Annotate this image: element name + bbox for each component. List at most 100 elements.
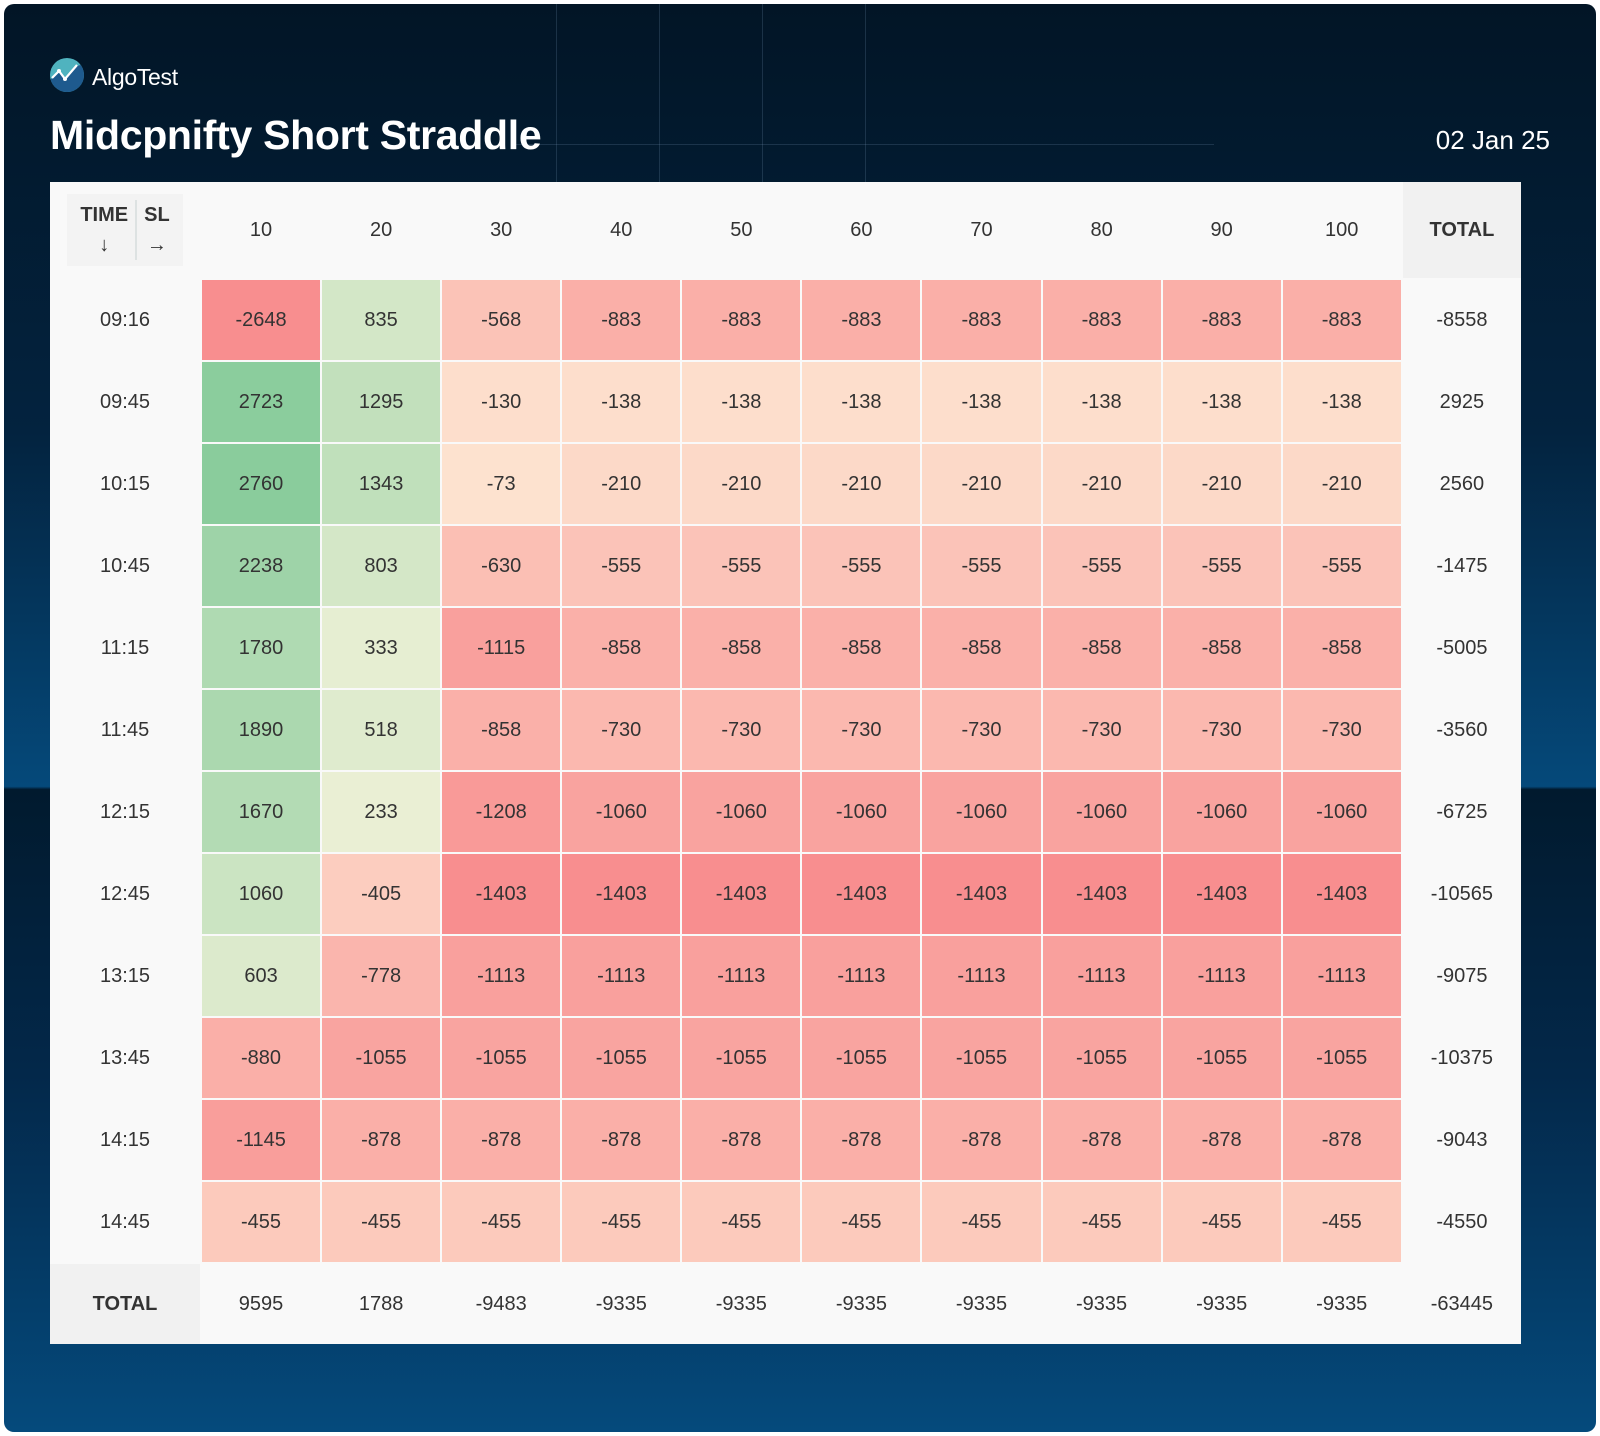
brand: AlgoTest xyxy=(50,58,178,97)
row-total: -4550 xyxy=(1402,1182,1521,1262)
heatmap-cell: -1208 xyxy=(442,772,561,852)
heatmap-cell: -1055 xyxy=(562,1018,681,1098)
heatmap-cell: -878 xyxy=(682,1100,801,1180)
time-label: 14:15 xyxy=(50,1100,200,1180)
heatmap-cell: -1055 xyxy=(1042,1018,1161,1098)
heatmap-cell: -1113 xyxy=(442,936,561,1016)
report-card: AlgoTest Midcpnifty Short Straddle 02 Ja… xyxy=(4,4,1596,1432)
bg-gridline xyxy=(556,4,557,184)
heatmap-cell: 1343 xyxy=(322,444,441,524)
heatmap-cell: 835 xyxy=(322,280,441,360)
column-total: -9335 xyxy=(1042,1264,1161,1344)
total-row-label: TOTAL xyxy=(50,1264,200,1344)
column-total: -9335 xyxy=(922,1264,1041,1344)
heatmap-cell: -1113 xyxy=(682,936,801,1016)
heatmap-cell: -555 xyxy=(682,526,801,606)
heatmap-cell: -555 xyxy=(1042,526,1161,606)
heatmap-cell: -858 xyxy=(442,690,561,770)
heatmap-cell: -138 xyxy=(1282,362,1401,442)
heatmap-cell: -730 xyxy=(562,690,681,770)
heatmap-cell: -455 xyxy=(802,1182,921,1262)
heatmap-cell: 1295 xyxy=(322,362,441,442)
heatmap-cell: -1403 xyxy=(922,854,1041,934)
table-row: 11:45 1890 518 -858 -730 -730 -730 -730 -730 -730… xyxy=(50,690,1521,770)
heatmap-cell: -1060 xyxy=(802,772,921,852)
heatmap-cell: -883 xyxy=(1042,280,1161,360)
bg-gridline xyxy=(865,4,866,184)
heatmap-cell: -858 xyxy=(1042,608,1161,688)
heatmap-cell: -138 xyxy=(1162,362,1281,442)
heatmap-cell: -883 xyxy=(922,280,1041,360)
table-row: 09:16 -2648 835 -568 -883 -883 -883 -883 -883 -88… xyxy=(50,280,1521,360)
heatmap-cell: -1055 xyxy=(442,1018,561,1098)
heatmap-cell: -1060 xyxy=(1282,772,1401,852)
heatmap-cell: -1113 xyxy=(562,936,681,1016)
heatmap-cell: -555 xyxy=(922,526,1041,606)
table-row: 14:15 -1145 -878 -878 -878 -878 -878 -878 -878 -8… xyxy=(50,1100,1521,1180)
heatmap-cell: -878 xyxy=(1042,1100,1161,1180)
sl-column-header: 100 xyxy=(1282,182,1401,278)
row-total: -10565 xyxy=(1402,854,1521,934)
heatmap-cell: -210 xyxy=(922,444,1041,524)
heatmap-cell: -1113 xyxy=(1042,936,1161,1016)
column-total: -9335 xyxy=(682,1264,801,1344)
heatmap-cell: -138 xyxy=(802,362,921,442)
heatmap-cell: 1780 xyxy=(202,608,321,688)
sl-column-header: 70 xyxy=(922,182,1041,278)
heatmap-cell: -730 xyxy=(922,690,1041,770)
total-column-header: TOTAL xyxy=(1402,182,1521,278)
table-row: 12:45 1060 -405 -1403 -1403 -1403 -1403 -1403 -1… xyxy=(50,854,1521,934)
heatmap-cell: -1060 xyxy=(922,772,1041,852)
time-label: 13:45 xyxy=(50,1018,200,1098)
heatmap-cell: -858 xyxy=(682,608,801,688)
heatmap-cell: -878 xyxy=(322,1100,441,1180)
heatmap-cell: -1403 xyxy=(562,854,681,934)
report-date: 02 Jan 25 xyxy=(1435,125,1550,155)
time-label: 11:15 xyxy=(50,608,200,688)
column-total: -9335 xyxy=(802,1264,921,1344)
sl-column-header: 60 xyxy=(802,182,921,278)
heatmap-cell: -455 xyxy=(562,1182,681,1262)
heatmap-cell: -1403 xyxy=(802,854,921,934)
heatmap-cell: -555 xyxy=(1282,526,1401,606)
bg-gridline xyxy=(659,4,660,184)
heatmap-cell: -210 xyxy=(1042,444,1161,524)
heatmap-cell: 233 xyxy=(322,772,441,852)
table-row: 14:45 -455 -455 -455 -455 -455 -455 -455 -455 -45… xyxy=(50,1182,1521,1262)
grand-total: -63445 xyxy=(1402,1264,1521,1344)
heatmap-cell: -555 xyxy=(562,526,681,606)
heatmap-cell: 2723 xyxy=(202,362,321,442)
algotest-logo-icon xyxy=(50,58,84,97)
heatmap-cell: -1113 xyxy=(802,936,921,1016)
heatmap-cell: -455 xyxy=(202,1182,321,1262)
time-label: 09:45 xyxy=(50,362,200,442)
heatmap-cell: -1113 xyxy=(1282,936,1401,1016)
heatmap-cell: -730 xyxy=(1042,690,1161,770)
corner-divider xyxy=(135,200,138,260)
sl-column-header: 40 xyxy=(562,182,681,278)
heatmap-cell: -455 xyxy=(922,1182,1041,1262)
time-label: 10:15 xyxy=(50,444,200,524)
sl-column-header: 50 xyxy=(682,182,801,278)
heatmap-cell: -455 xyxy=(1282,1182,1401,1262)
heatmap-cell: -210 xyxy=(802,444,921,524)
heatmap-cell: -878 xyxy=(1282,1100,1401,1180)
time-label: 10:45 xyxy=(50,526,200,606)
heatmap-cell: -1055 xyxy=(682,1018,801,1098)
table-row: 13:15 603 -778 -1113 -1113 -1113 -1113 -1113 -11… xyxy=(50,936,1521,1016)
heatmap-cell: -878 xyxy=(562,1100,681,1180)
heatmap-cell: -2648 xyxy=(202,280,321,360)
heatmap-cell: -1055 xyxy=(322,1018,441,1098)
sl-column-header: 10 xyxy=(202,182,321,278)
heatmap-cell: -858 xyxy=(802,608,921,688)
corner-header: TIME ↓ SL → xyxy=(50,182,200,278)
time-label: 12:15 xyxy=(50,772,200,852)
heatmap-cell: 2238 xyxy=(202,526,321,606)
heatmap-cell: -210 xyxy=(682,444,801,524)
heatmap-cell: -73 xyxy=(442,444,561,524)
column-total: 1788 xyxy=(322,1264,441,1344)
heatmap-cell: -1403 xyxy=(682,854,801,934)
heatmap-cell: -455 xyxy=(682,1182,801,1262)
heatmap-cell: -1113 xyxy=(922,936,1041,1016)
heatmap-cell: -1060 xyxy=(682,772,801,852)
